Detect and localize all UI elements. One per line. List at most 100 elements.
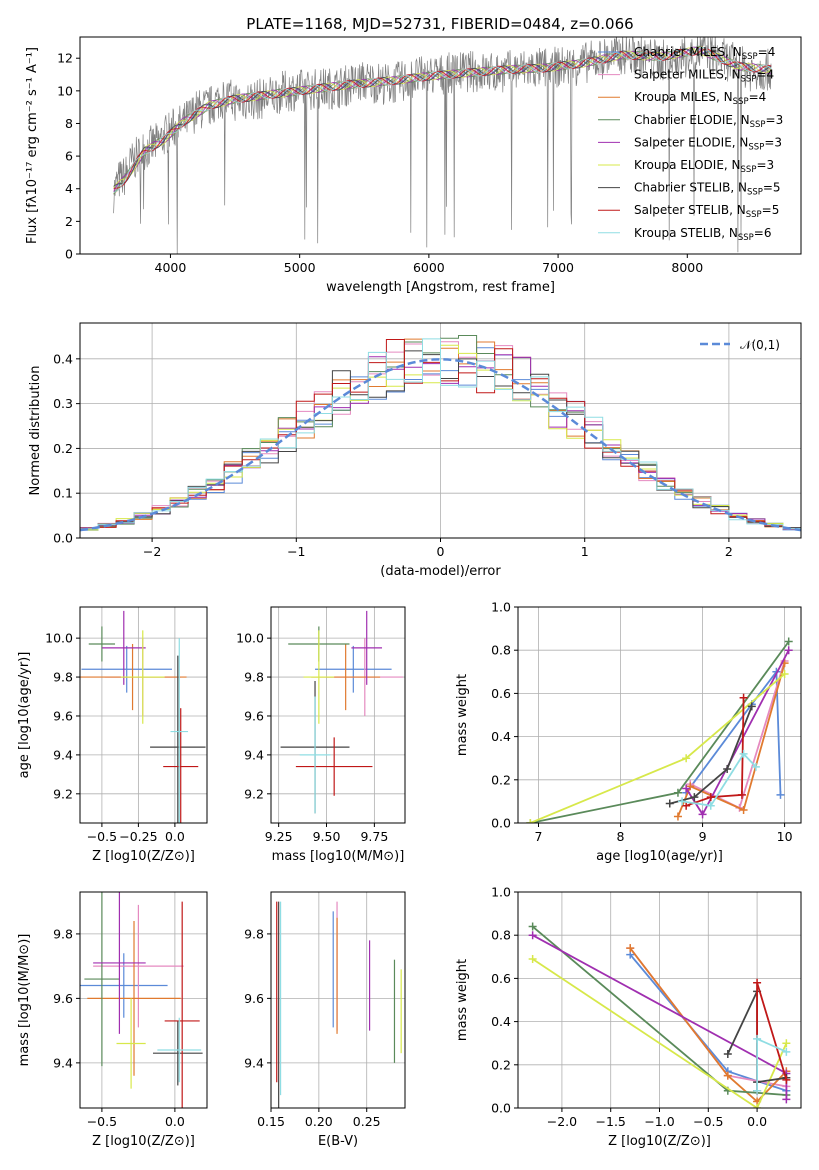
legend-label: Kroupa MILES, NSSP=4: [634, 90, 766, 107]
data-point-marker: [698, 810, 707, 819]
chart-z-age: −0.5 −0.25 0.0 9.2 9.4 9.6 9.8 10.0 Z [log10(Z/Z…: [17, 606, 208, 864]
data-point-marker: [678, 797, 687, 806]
x-tick-label: 8: [617, 829, 625, 844]
data-point-marker: [665, 799, 674, 808]
x-axis-label: E(B-V): [318, 1134, 358, 1149]
y-axis-label: age [log10(age/yr)]: [17, 652, 32, 779]
legend-label: Salpeter STELIB, NSSP=5: [634, 203, 779, 220]
x-axis-label: age [log10(age/yr)]: [596, 849, 723, 864]
legend-label: Salpeter MILES, NSSP=4: [634, 68, 774, 85]
data-point-marker: [782, 1075, 791, 1084]
data-point-marker: [723, 765, 732, 773]
axes-frame: [270, 891, 406, 1109]
axes-frame: [79, 606, 208, 824]
y-tick-label: 9.8: [244, 926, 264, 941]
x-tick-label: −2: [143, 544, 161, 559]
data-point-marker: [780, 669, 789, 678]
y-tick-label: 0.3: [53, 396, 73, 411]
y-tick-label: 1.0: [491, 885, 511, 900]
y-tick-label: 0.4: [53, 351, 73, 366]
charts-container: Chabrier MILES, NSSP=4 Salpeter MILES, NS…: [17, 36, 802, 1149]
x-tick-label: 8000: [671, 260, 703, 275]
chart-residuals: 𝒩(0,1) −2 −1 0 1 2 0.0 0.1 0.2 0.3 0.4 (data-model)…: [28, 322, 802, 579]
data-point-marker: [690, 793, 699, 802]
plot-area-z-age: [80, 610, 206, 823]
plot-area-z-weight: [528, 922, 791, 1108]
y-tick-label: 12: [57, 51, 73, 66]
y-tick-label: 0.4: [491, 729, 511, 744]
data-point-marker: [739, 693, 748, 702]
x-tick-label: 9.25: [265, 829, 293, 844]
y-tick-label: 9.4: [244, 747, 264, 762]
y-axis-label: mass weight: [455, 674, 470, 756]
x-tick-label: −0.5: [87, 829, 117, 844]
x-axis-label: Z [log10(Z/Z⊙)]: [92, 849, 195, 864]
data-point-marker: [528, 931, 537, 940]
x-tick-label: −0.5: [87, 1114, 117, 1129]
x-tick-label: 0.0: [747, 1114, 767, 1129]
series-line: [685, 669, 782, 795]
data-point-marker: [782, 1095, 791, 1104]
chart-mass-age: 9.25 9.50 9.75 9.2 9.4 9.6 9.8 10.0 mass [log10(…: [236, 606, 406, 864]
x-tick-label: 9: [699, 829, 707, 844]
x-tick-label: 2: [725, 544, 733, 559]
x-tick-label: 0.20: [305, 1114, 333, 1129]
y-tick-label: 1.0: [491, 600, 511, 615]
y-tick-label: 4: [65, 181, 73, 196]
x-tick-label: 9.75: [360, 829, 388, 844]
legend-label: Chabrier ELODIE, NSSP=3: [634, 113, 783, 130]
series-line: [629, 947, 788, 1103]
plot-area-spectrum: [113, 37, 772, 254]
data-point-marker: [706, 801, 715, 810]
y-tick-label: 0.1: [53, 486, 73, 501]
x-tick-label: 0.0: [165, 1114, 185, 1129]
y-tick-label: 9.2: [244, 786, 264, 801]
legend-label: Chabrier MILES, NSSP=4: [634, 45, 775, 62]
data-point-marker: [723, 1050, 732, 1058]
y-tick-label: 6: [65, 149, 73, 164]
y-tick-label: 0.8: [491, 643, 511, 658]
y-tick-label: 8: [65, 116, 73, 131]
y-tick-label: 10.0: [45, 631, 73, 646]
legend: Chabrier MILES, NSSP=4 Salpeter MILES, NS…: [598, 45, 783, 243]
data-point-marker: [784, 646, 793, 655]
x-axis-label: Z [log10(Z/Z⊙)]: [608, 1134, 711, 1149]
y-tick-label: 10.0: [236, 631, 264, 646]
x-tick-label: 0.15: [257, 1114, 285, 1129]
data-point-marker: [723, 1071, 732, 1080]
y-tick-label: 9.4: [53, 1055, 73, 1070]
chart-spectrum: Chabrier MILES, NSSP=4 Salpeter MILES, NS…: [25, 36, 802, 295]
x-axis-label: wavelength [Angstrom, rest frame]: [326, 280, 555, 295]
legend-label: Kroupa STELIB, NSSP=6: [634, 226, 772, 243]
x-axis-label: Z [log10(Z/Z⊙)]: [92, 1134, 195, 1149]
legend-label: 𝒩(0,1): [740, 338, 780, 352]
data-spectrum-line: [113, 37, 772, 254]
plot-area-age-weight: [526, 637, 793, 823]
y-tick-label: 0.6: [491, 971, 511, 986]
data-point-marker: [753, 1104, 762, 1108]
x-tick-label: −1: [287, 544, 305, 559]
series-line: [685, 697, 745, 807]
data-point-marker: [706, 793, 715, 802]
data-point-marker: [737, 790, 746, 799]
figure-title: PLATE=1168, MJD=52731, FIBERID=0484, z=0…: [246, 15, 633, 33]
x-tick-label: 6000: [413, 260, 445, 275]
x-tick-label: 4000: [155, 260, 187, 275]
data-point-marker: [626, 944, 635, 953]
y-tick-label: 9.6: [244, 708, 264, 723]
x-tick-label: 10: [777, 829, 793, 844]
x-tick-label: 7000: [542, 260, 574, 275]
y-tick-label: 0.0: [53, 531, 73, 546]
x-tick-label: 0: [437, 544, 445, 559]
y-tick-label: 2: [65, 214, 73, 229]
data-point-marker: [753, 1034, 762, 1043]
data-point-marker: [739, 749, 748, 758]
data-point-marker: [751, 762, 760, 771]
legend-label: Kroupa ELODIE, NSSP=3: [634, 158, 774, 175]
y-axis-label: Flux [fλ10⁻¹⁷ erg cm⁻² s⁻¹ A⁻¹]: [25, 47, 40, 244]
data-point-marker: [673, 812, 682, 821]
normal-curve: [80, 358, 801, 532]
data-point-marker: [739, 806, 748, 815]
axes-frame: [517, 606, 802, 824]
chart-age-weight: 7 8 9 10 0.0 0.2 0.4 0.6 0.8 1.0 age [log10(age/yr…: [455, 600, 802, 864]
